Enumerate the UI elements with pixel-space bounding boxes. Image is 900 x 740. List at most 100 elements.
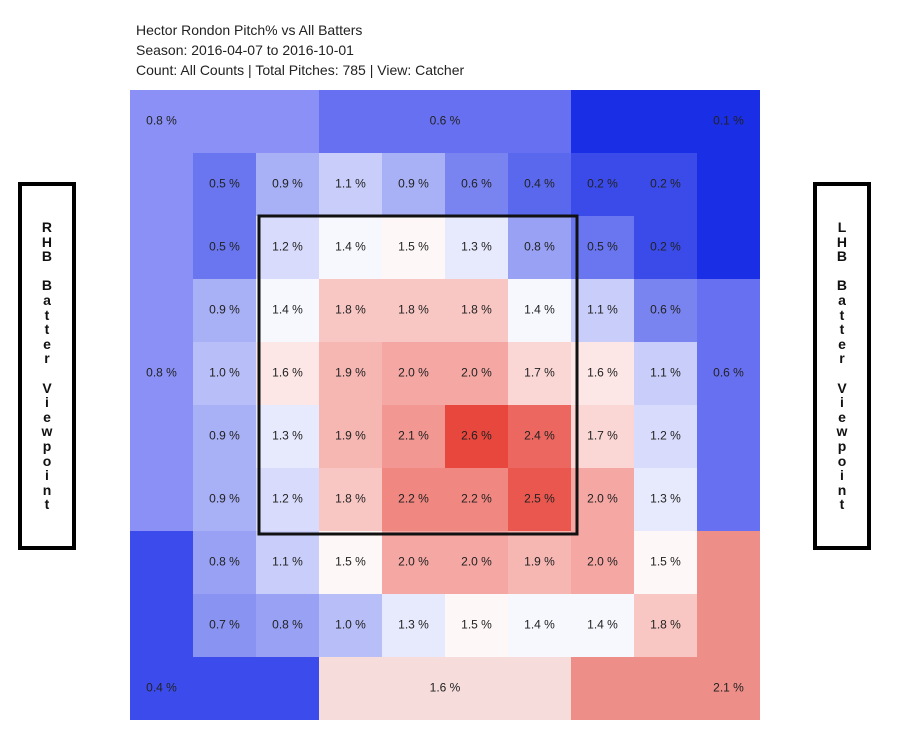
cell-label: 1.4 % (587, 618, 618, 632)
cell-label: 1.1 % (650, 366, 681, 380)
heatmap-cell (382, 405, 445, 468)
viewpoint-char: H (836, 233, 848, 250)
viewpoint-char: R (41, 219, 53, 236)
viewpoint-char: a (43, 292, 51, 309)
cell-label: 0.8 % (209, 555, 240, 569)
viewpoint-char: p (42, 437, 52, 454)
heatmap-cell (634, 216, 697, 279)
viewpoint-char: V (42, 379, 52, 396)
heatmap-cell (634, 594, 697, 657)
heatmap-cell (193, 279, 256, 342)
cell-label: 1.9 % (335, 366, 366, 380)
cell-label: 0.7 % (209, 618, 240, 632)
cell-label: 1.7 % (587, 429, 618, 443)
zone-label-bottom-left: 0.4 % (146, 681, 177, 695)
cell-label: 0.2 % (650, 240, 681, 254)
zone-label-left: 0.8 % (146, 366, 177, 380)
cell-label: 1.1 % (587, 303, 618, 317)
viewpoint-char: V (837, 379, 847, 396)
cell-label: 2.2 % (398, 492, 429, 506)
heatmap-cell (319, 531, 382, 594)
viewpoint-char: a (838, 292, 846, 309)
cell-label: 1.3 % (461, 240, 492, 254)
heatmap-cell (634, 531, 697, 594)
zone-top-center (319, 90, 571, 153)
cell-label: 1.5 % (398, 240, 429, 254)
heatmap-cell (382, 153, 445, 216)
cell-label: 1.0 % (335, 618, 366, 632)
cell-label: 1.3 % (272, 429, 303, 443)
cell-label: 0.6 % (650, 303, 681, 317)
heatmap-cell (193, 153, 256, 216)
heatmap-cell (571, 153, 634, 216)
cell-label: 1.4 % (335, 240, 366, 254)
zone-label-bottom-right: 2.1 % (713, 681, 744, 695)
cell-label: 2.1 % (398, 429, 429, 443)
heatmap-cell (256, 405, 319, 468)
cell-label: 2.6 % (461, 429, 492, 443)
viewpoint-char: t (839, 321, 845, 338)
heatmap-cell (571, 468, 634, 531)
cell-label: 1.4 % (272, 303, 303, 317)
viewpoint-char: n (42, 481, 52, 498)
heatmap-cell (508, 216, 571, 279)
heatmap-cell (445, 594, 508, 657)
cell-label: 0.5 % (587, 240, 618, 254)
zone-top-right-column (697, 90, 760, 279)
heatmap-cell (634, 468, 697, 531)
heatmap-cell (571, 594, 634, 657)
cell-label: 1.5 % (335, 555, 366, 569)
viewpoint-char: t (839, 306, 845, 323)
heatmap-cell (193, 216, 256, 279)
heatmap-cell (319, 153, 382, 216)
viewpoint-char: o (42, 452, 52, 469)
chart-count-info: Count: All Counts | Total Pitches: 785 |… (136, 62, 465, 78)
viewpoint-char: e (838, 408, 846, 425)
cell-label: 2.0 % (461, 366, 492, 380)
heatmap-cell (382, 216, 445, 279)
zone-left (130, 90, 193, 531)
cell-label: 0.2 % (650, 177, 681, 191)
viewpoint-char: r (44, 350, 50, 367)
heatmap-cell (445, 468, 508, 531)
chart-title: Hector Rondon Pitch% vs All Batters (136, 22, 363, 38)
heatmap-cell (508, 279, 571, 342)
viewpoint-char: i (45, 467, 49, 484)
zone-label-top-center: 0.6 % (430, 114, 461, 128)
viewpoint-char: i (840, 394, 844, 411)
cell-label: 1.2 % (272, 492, 303, 506)
heatmap-cell (382, 279, 445, 342)
heatmap-cell (193, 342, 256, 405)
cell-label: 1.8 % (461, 303, 492, 317)
cell-label: 0.9 % (272, 177, 303, 191)
heatmap-cell (256, 594, 319, 657)
viewpoint-char: i (45, 394, 49, 411)
cell-label: 2.0 % (587, 492, 618, 506)
cell-label: 0.9 % (398, 177, 429, 191)
cell-label: 1.8 % (650, 618, 681, 632)
cell-label: 1.2 % (650, 429, 681, 443)
cell-label: 0.5 % (209, 240, 240, 254)
zone-label-bottom-center: 1.6 % (430, 681, 461, 695)
cell-label: 0.9 % (209, 492, 240, 506)
heatmap-cell (445, 531, 508, 594)
strike-zone-box (257, 214, 579, 536)
viewpoint-char: t (44, 306, 50, 323)
heatmap-cell (256, 468, 319, 531)
heatmap-cell (634, 279, 697, 342)
heatmap-cell (634, 405, 697, 468)
cell-label: 1.6 % (272, 366, 303, 380)
cell-label: 2.0 % (587, 555, 618, 569)
heatmap-cell (319, 594, 382, 657)
viewpoint-char: B (41, 277, 53, 294)
cell-label: 0.6 % (461, 177, 492, 191)
heatmap-cell (508, 468, 571, 531)
viewpoint-char: o (837, 452, 847, 469)
viewpoint-char: e (838, 335, 846, 352)
cell-label: 1.3 % (398, 618, 429, 632)
zone-label-right: 0.6 % (713, 366, 744, 380)
chart-header: Hector Rondon Pitch% vs All Batters Seas… (136, 20, 464, 80)
